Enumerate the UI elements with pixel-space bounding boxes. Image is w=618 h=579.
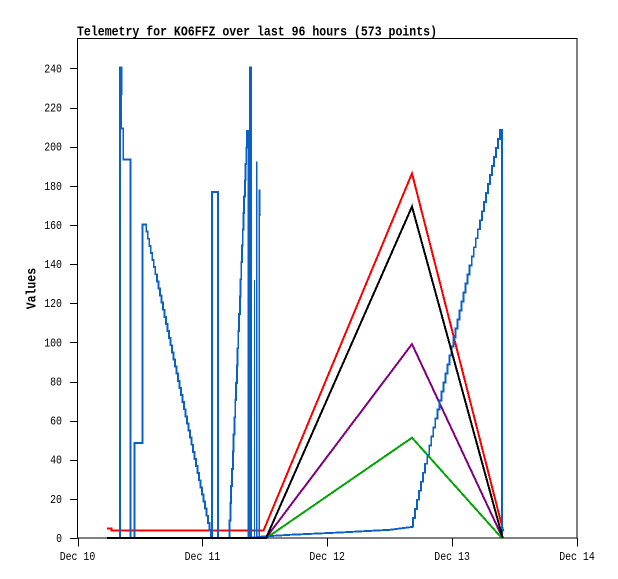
svg-text:Dec 13: Dec 13 bbox=[434, 550, 470, 564]
svg-text:Dec 11: Dec 11 bbox=[185, 550, 221, 564]
svg-text:140: 140 bbox=[44, 258, 62, 272]
svg-text:Values: Values bbox=[24, 268, 40, 309]
svg-text:160: 160 bbox=[44, 219, 62, 233]
svg-text:0: 0 bbox=[56, 532, 62, 546]
svg-text:100: 100 bbox=[44, 336, 62, 350]
svg-text:60: 60 bbox=[50, 415, 62, 429]
svg-text:200: 200 bbox=[44, 141, 62, 155]
svg-text:80: 80 bbox=[50, 375, 62, 389]
svg-text:240: 240 bbox=[44, 62, 62, 76]
svg-text:180: 180 bbox=[44, 180, 62, 194]
svg-text:20: 20 bbox=[50, 493, 62, 507]
svg-text:220: 220 bbox=[44, 102, 62, 116]
svg-text:40: 40 bbox=[50, 454, 62, 468]
svg-text:Dec 14: Dec 14 bbox=[559, 550, 595, 564]
svg-text:Dec 10: Dec 10 bbox=[60, 550, 96, 564]
svg-text:120: 120 bbox=[44, 297, 62, 311]
svg-text:Telemetry for KO6FFZ over last: Telemetry for KO6FFZ over last 96 hours … bbox=[77, 25, 437, 41]
svg-text:Dec 12: Dec 12 bbox=[309, 550, 345, 564]
